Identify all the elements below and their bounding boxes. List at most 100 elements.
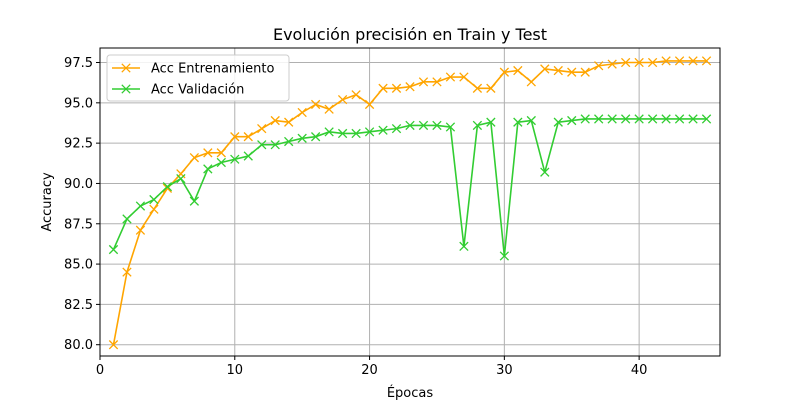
data-point	[701, 114, 712, 124]
data-point	[216, 148, 226, 158]
marker-stroke	[634, 114, 644, 124]
data-point	[364, 99, 375, 110]
data-point	[553, 65, 563, 76]
marker-stroke	[486, 83, 496, 93]
marker-stroke	[567, 115, 577, 126]
marker-stroke	[324, 127, 334, 137]
data-point	[297, 133, 307, 143]
y-tick-label: 97.5	[64, 56, 93, 71]
marker-stroke	[243, 132, 253, 142]
marker-stroke	[378, 83, 388, 93]
data-point	[634, 57, 644, 68]
data-point	[108, 340, 119, 350]
marker-stroke	[445, 122, 456, 132]
marker-stroke	[216, 157, 226, 168]
legend-box	[106, 54, 290, 102]
marker-stroke	[364, 127, 375, 137]
x-tick-label: 10	[227, 363, 244, 378]
marker-stroke	[364, 99, 375, 110]
data-point	[701, 56, 712, 66]
data-point	[149, 194, 159, 205]
data-point	[674, 56, 685, 66]
data-point	[445, 122, 456, 132]
marker-stroke	[688, 56, 698, 66]
marker-stroke	[432, 77, 442, 87]
data-point	[607, 59, 617, 69]
marker-stroke	[310, 132, 321, 142]
data-point	[324, 127, 334, 137]
data-point	[661, 56, 671, 66]
data-point	[472, 83, 483, 93]
marker-stroke	[634, 57, 644, 68]
marker-stroke	[553, 117, 563, 127]
data-point	[432, 77, 442, 87]
marker-stroke	[270, 140, 280, 150]
marker-stroke	[324, 104, 334, 114]
data-point	[243, 132, 253, 142]
data-point	[647, 114, 658, 124]
marker-stroke	[391, 83, 402, 93]
marker-stroke	[297, 133, 307, 143]
y-tick-label: 92.5	[64, 137, 93, 152]
marker-stroke	[526, 77, 536, 87]
series-train	[108, 56, 712, 350]
marker-stroke	[513, 65, 523, 76]
marker-stroke	[486, 117, 496, 127]
data-point	[567, 115, 577, 126]
marker-stroke	[674, 56, 685, 66]
data-point	[540, 167, 550, 177]
marker-stroke	[176, 173, 186, 184]
marker-stroke	[257, 140, 267, 150]
marker-stroke	[432, 120, 442, 131]
data-point	[337, 94, 348, 105]
data-point	[310, 99, 321, 110]
legend-item: Acc Validación	[112, 83, 244, 98]
marker-stroke	[472, 83, 483, 93]
marker-stroke	[513, 117, 523, 127]
marker-stroke	[108, 340, 119, 350]
data-point	[162, 182, 173, 192]
data-point	[284, 117, 294, 127]
marker-stroke	[135, 225, 146, 235]
data-point	[607, 114, 617, 124]
marker-stroke	[607, 59, 617, 69]
marker-stroke	[149, 204, 159, 214]
data-point	[513, 65, 523, 76]
data-point	[688, 114, 698, 124]
marker-stroke	[405, 82, 415, 92]
marker-stroke	[594, 114, 604, 124]
data-point	[135, 225, 146, 235]
marker-stroke	[310, 99, 321, 110]
data-point	[445, 72, 456, 82]
data-point	[620, 114, 631, 124]
data-point	[405, 82, 415, 92]
data-point	[405, 120, 415, 131]
marker-stroke	[418, 120, 429, 131]
y-tick-label: 85.0	[64, 258, 93, 273]
data-point	[270, 115, 280, 126]
data-point	[257, 140, 267, 150]
data-point	[661, 114, 671, 124]
marker-stroke	[620, 114, 631, 124]
data-point	[647, 57, 658, 68]
data-point	[567, 67, 577, 77]
marker-stroke	[270, 115, 280, 126]
data-point	[526, 115, 536, 126]
x-axis-label: Épocas	[387, 385, 434, 400]
marker-stroke	[499, 251, 510, 261]
marker-stroke	[135, 201, 146, 211]
data-point	[580, 67, 590, 77]
marker-stroke	[284, 136, 294, 147]
series-layer	[108, 56, 712, 350]
marker-stroke	[351, 128, 361, 139]
marker-stroke	[230, 132, 240, 142]
data-point	[270, 140, 280, 150]
data-point	[540, 64, 550, 74]
marker-stroke	[540, 167, 550, 177]
data-point	[418, 120, 429, 131]
marker-stroke	[149, 194, 159, 205]
data-point	[230, 132, 240, 142]
marker-stroke	[162, 182, 173, 192]
marker-stroke	[351, 90, 361, 100]
